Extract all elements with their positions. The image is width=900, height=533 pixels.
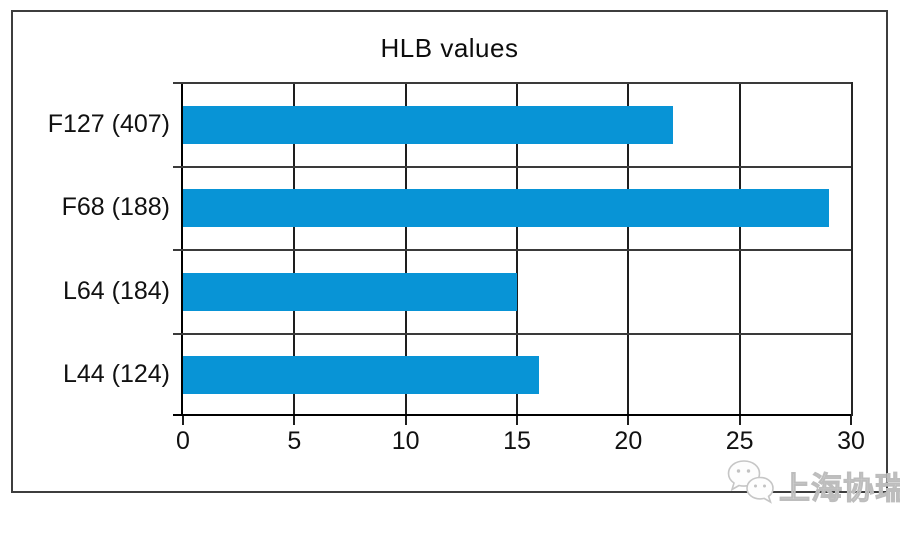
x-tick-label: 30	[837, 427, 865, 455]
x-axis-tick	[516, 416, 518, 425]
x-axis-tick	[293, 416, 296, 425]
x-axis-tick	[404, 416, 407, 425]
watermark-text: 上海协瑞	[779, 470, 900, 506]
x-axis-tick	[850, 416, 852, 425]
bar	[183, 189, 829, 228]
chart-title: HLB values	[380, 33, 519, 63]
watermark: 上海协瑞	[724, 457, 900, 513]
chat-bubbles-icon	[724, 455, 778, 516]
category-label: F68 (188)	[61, 193, 170, 222]
x-axis-line	[173, 414, 851, 416]
x-tick-label: 10	[391, 427, 420, 455]
x-axis-tick	[738, 416, 741, 425]
category-separator-line	[173, 82, 851, 84]
chart-frame	[11, 10, 888, 493]
category-separator-line	[173, 165, 851, 168]
x-tick-label: 0	[176, 427, 190, 455]
category-label: F127 (407)	[47, 109, 170, 138]
x-axis-tick	[182, 416, 184, 425]
bar	[183, 272, 517, 311]
x-tick-label: 25	[725, 427, 754, 455]
category-separator-line	[173, 332, 851, 335]
category-label: L44 (124)	[62, 360, 170, 389]
bar	[183, 105, 673, 144]
x-tick-label: 15	[503, 427, 531, 455]
category-separator-line	[173, 249, 851, 251]
category-label: L64 (184)	[62, 276, 170, 305]
x-axis-tick	[627, 416, 630, 425]
x-tick-label: 20	[614, 427, 643, 455]
plot-area: 0 5 10 15 20 25 30 F127 (407) F68 (188) L64 (184)…	[48, 82, 865, 455]
x-tick-label: 5	[287, 427, 302, 455]
bar	[183, 356, 540, 395]
